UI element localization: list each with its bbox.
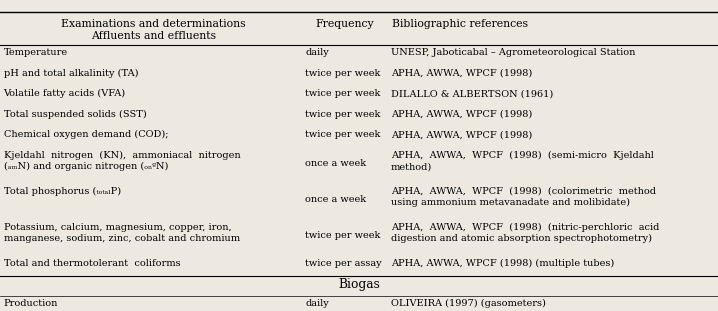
Text: UNESP, Jaboticabal – Agrometeorological Station: UNESP, Jaboticabal – Agrometeorological … [391, 48, 635, 57]
Text: Kjeldahl  nitrogen  (KN),  ammoniacal  nitrogen
(ₐₘN) and organic nitrogen (ₒₙᵍN: Kjeldahl nitrogen (KN), ammoniacal nitro… [4, 151, 241, 171]
Text: twice per week: twice per week [305, 131, 381, 139]
Text: APHA, AWWA, WPCF (1998): APHA, AWWA, WPCF (1998) [391, 69, 532, 78]
Text: APHA,  AWWA,  WPCF  (1998)  (colorimetric  method
using ammonium metavanadate an: APHA, AWWA, WPCF (1998) (colorimetric me… [391, 187, 656, 207]
Text: APHA, AWWA, WPCF (1998): APHA, AWWA, WPCF (1998) [391, 130, 532, 139]
Text: APHA,  AWWA,  WPCF  (1998)  (semi-micro  Kjeldahl
method): APHA, AWWA, WPCF (1998) (semi-micro Kjel… [391, 151, 653, 171]
Text: DILALLO & ALBERTSON (1961): DILALLO & ALBERTSON (1961) [391, 89, 553, 98]
Text: APHA,  AWWA,  WPCF  (1998)  (nitric-perchloric  acid
digestion and atomic absorp: APHA, AWWA, WPCF (1998) (nitric-perchlor… [391, 223, 659, 244]
Text: Total suspended solids (SST): Total suspended solids (SST) [4, 110, 146, 119]
Text: OLIVEIRA (1997) (gasometers): OLIVEIRA (1997) (gasometers) [391, 299, 546, 308]
Text: Potassium, calcium, magnesium, copper, iron,
manganese, sodium, zinc, cobalt and: Potassium, calcium, magnesium, copper, i… [4, 223, 240, 243]
Text: twice per assay: twice per assay [305, 259, 382, 268]
Text: twice per week: twice per week [305, 110, 381, 119]
Text: twice per week: twice per week [305, 231, 381, 240]
Text: Chemical oxygen demand (COD);: Chemical oxygen demand (COD); [4, 130, 168, 139]
Text: Affluents and effluents: Affluents and effluents [90, 31, 216, 41]
Text: once a week: once a week [305, 195, 366, 204]
Text: Total phosphorus (ₜₒₜₐₗP): Total phosphorus (ₜₒₜₐₗP) [4, 187, 121, 196]
Text: Temperature: Temperature [4, 48, 67, 57]
Text: Volatile fatty acids (VFA): Volatile fatty acids (VFA) [4, 89, 126, 98]
Text: Examinations and determinations: Examinations and determinations [61, 19, 246, 29]
Text: APHA, AWWA, WPCF (1998): APHA, AWWA, WPCF (1998) [391, 110, 532, 119]
Text: Biogas: Biogas [338, 278, 380, 291]
Text: Production: Production [4, 299, 58, 308]
Text: twice per week: twice per week [305, 90, 381, 98]
Text: daily: daily [305, 299, 329, 308]
Text: daily: daily [305, 49, 329, 57]
Text: twice per week: twice per week [305, 69, 381, 78]
Text: Total and thermotolerant  coliforms: Total and thermotolerant coliforms [4, 259, 180, 268]
Text: Frequency: Frequency [315, 19, 374, 29]
Text: Bibliographic references: Bibliographic references [392, 19, 528, 29]
Text: pH and total alkalinity (TA): pH and total alkalinity (TA) [4, 69, 138, 78]
Text: APHA, AWWA, WPCF (1998) (multiple tubes): APHA, AWWA, WPCF (1998) (multiple tubes) [391, 259, 614, 268]
Text: once a week: once a week [305, 159, 366, 168]
